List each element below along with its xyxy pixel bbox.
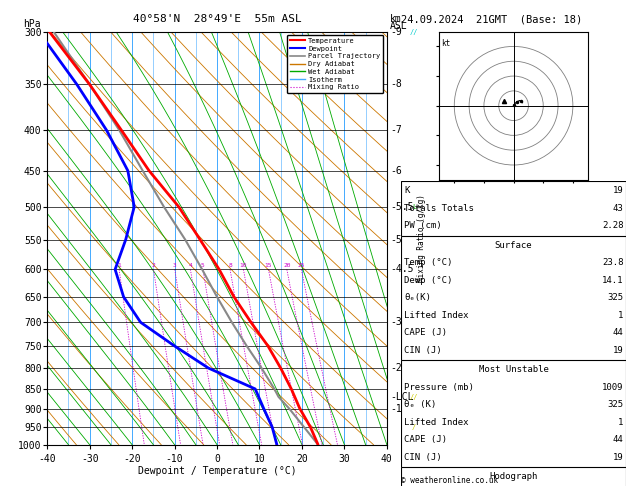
X-axis label: Dewpoint / Temperature (°C): Dewpoint / Temperature (°C) [138,467,296,476]
Text: -1: -1 [390,403,402,414]
Text: 325: 325 [607,294,623,302]
Text: hPa: hPa [23,19,41,29]
Text: -4.5: -4.5 [390,264,413,275]
Text: -6: -6 [390,166,402,176]
Text: 19: 19 [613,346,623,355]
Text: CIN (J): CIN (J) [404,346,442,355]
Text: 25: 25 [298,263,305,268]
Text: ASL: ASL [390,20,408,31]
Text: 2.28: 2.28 [602,222,623,230]
Text: -8: -8 [390,80,402,89]
Legend: Temperature, Dewpoint, Parcel Trajectory, Dry Adiabat, Wet Adiabat, Isotherm, Mi: Temperature, Dewpoint, Parcel Trajectory… [287,35,383,93]
Text: Most Unstable: Most Unstable [479,365,548,374]
Text: 2: 2 [152,263,155,268]
Text: 3: 3 [173,263,177,268]
Text: -LCL: -LCL [390,392,413,402]
Text: Lifted Index: Lifted Index [404,418,469,427]
Text: 325: 325 [607,400,623,409]
Text: θₑ(K): θₑ(K) [404,294,431,302]
Text: 15: 15 [265,263,272,268]
Text: //: // [409,394,418,400]
Text: 44: 44 [613,329,623,337]
Text: 44: 44 [613,435,623,444]
Text: 1: 1 [618,311,623,320]
Text: Surface: Surface [495,241,532,250]
Text: Hodograph: Hodograph [489,472,538,481]
Text: 5: 5 [201,263,205,268]
Text: θₑ (K): θₑ (K) [404,400,437,409]
Text: /: / [412,424,416,430]
Text: 1009: 1009 [602,383,623,392]
Text: km: km [390,14,402,24]
Text: Totals Totals: Totals Totals [404,204,474,213]
Text: -9: -9 [390,27,402,36]
Text: 1: 1 [618,418,623,427]
Text: L: L [412,204,416,210]
Text: 10: 10 [240,263,247,268]
Text: 19: 19 [613,187,623,195]
Text: Temp (°C): Temp (°C) [404,259,453,267]
Text: -2: -2 [390,363,402,373]
Text: 20: 20 [283,263,291,268]
Text: 23.8: 23.8 [602,259,623,267]
Text: kt: kt [441,39,450,48]
Text: Lifted Index: Lifted Index [404,311,469,320]
Text: 24.09.2024  21GMT  (Base: 18): 24.09.2024 21GMT (Base: 18) [401,14,582,24]
Text: © weatheronline.co.uk: © weatheronline.co.uk [401,475,498,485]
Text: Pressure (mb): Pressure (mb) [404,383,474,392]
Text: K: K [404,187,410,195]
Text: CIN (J): CIN (J) [404,453,442,462]
Text: 19: 19 [613,453,623,462]
Text: CAPE (J): CAPE (J) [404,329,447,337]
Text: -3: -3 [390,317,402,327]
Text: -7: -7 [390,125,402,135]
Text: 43: 43 [613,204,623,213]
Text: -5: -5 [390,235,402,244]
Text: 40°58'N  28°49'E  55m ASL: 40°58'N 28°49'E 55m ASL [133,14,301,24]
Text: //: // [409,29,418,35]
Text: 14.1: 14.1 [602,276,623,285]
Text: CAPE (J): CAPE (J) [404,435,447,444]
Text: 4: 4 [189,263,192,268]
Text: -5.5: -5.5 [390,202,413,212]
Text: Dewp (°C): Dewp (°C) [404,276,453,285]
Text: 1: 1 [117,263,121,268]
Text: Mixing Ratio (g/kg): Mixing Ratio (g/kg) [417,194,426,282]
Text: 8: 8 [228,263,232,268]
Text: PW (cm): PW (cm) [404,222,442,230]
